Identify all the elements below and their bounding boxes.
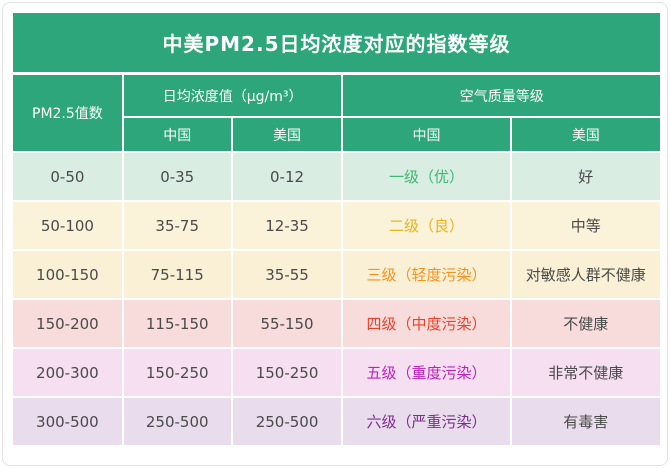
- cell-cn-concentration: 35-75: [123, 202, 231, 249]
- cell-cn-concentration: 0-35: [123, 153, 231, 200]
- cell-cn-level: 三级（轻度污染）: [343, 251, 510, 298]
- header-quality-usa: 美国: [511, 118, 660, 151]
- cell-cn-concentration: 115-150: [123, 300, 231, 347]
- table-title: 中美PM2.5日均浓度对应的指数等级: [13, 13, 660, 72]
- cell-cn-level: 六级（严重污染）: [343, 398, 510, 445]
- cell-pm25-range: 50-100: [13, 202, 122, 249]
- header-quality-group: 空气质量等级: [343, 75, 660, 116]
- cell-us-concentration: 250-500: [232, 398, 342, 445]
- cell-us-concentration: 0-12: [232, 153, 342, 200]
- cell-pm25-range: 300-500: [13, 398, 122, 445]
- cell-us-concentration: 150-250: [232, 349, 342, 396]
- table-body: 0-50 0-35 0-12 一级（优） 好 50-100 35-75 12-3…: [13, 153, 660, 445]
- cell-pm25-range: 200-300: [13, 349, 122, 396]
- cell-cn-level: 五级（重度污染）: [343, 349, 510, 396]
- cell-us-level: 不健康: [511, 300, 660, 347]
- cell-us-level: 对敏感人群不健康: [511, 251, 660, 298]
- cell-us-level: 有毒害: [511, 398, 660, 445]
- header-concentration-china: 中国: [123, 118, 231, 151]
- cell-us-concentration: 55-150: [232, 300, 342, 347]
- cell-pm25-range: 100-150: [13, 251, 122, 298]
- header-pm25-index: PM2.5值数: [13, 75, 122, 151]
- cell-cn-level: 一级（优）: [343, 153, 510, 200]
- cell-cn-concentration: 250-500: [123, 398, 231, 445]
- cell-pm25-range: 0-50: [13, 153, 122, 200]
- pm25-comparison-table: 中美PM2.5日均浓度对应的指数等级 PM2.5值数 日均浓度值（μg/m³） …: [13, 13, 660, 445]
- cell-cn-concentration: 150-250: [123, 349, 231, 396]
- cell-cn-level: 四级（中度污染）: [343, 300, 510, 347]
- cell-cn-level: 二级（良）: [343, 202, 510, 249]
- cell-us-concentration: 12-35: [232, 202, 342, 249]
- cell-us-level: 好: [511, 153, 660, 200]
- cell-us-level: 中等: [511, 202, 660, 249]
- cell-pm25-range: 150-200: [13, 300, 122, 347]
- header-concentration-group: 日均浓度值（μg/m³）: [123, 75, 342, 116]
- cell-us-level: 非常不健康: [511, 349, 660, 396]
- cell-us-concentration: 35-55: [232, 251, 342, 298]
- header-concentration-usa: 美国: [232, 118, 342, 151]
- header-quality-china: 中国: [343, 118, 510, 151]
- cell-cn-concentration: 75-115: [123, 251, 231, 298]
- table-header: PM2.5值数 日均浓度值（μg/m³） 空气质量等级 中国 美国 中国 美国: [13, 75, 660, 151]
